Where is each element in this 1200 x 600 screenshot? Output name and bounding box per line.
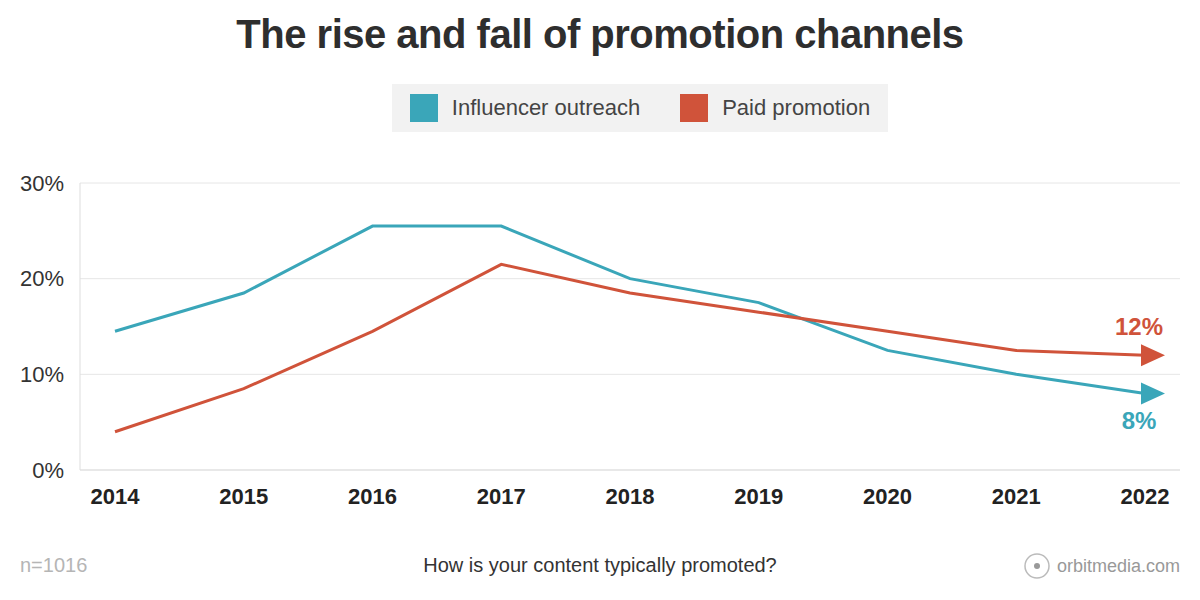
svg-text:2020: 2020 <box>863 484 912 509</box>
svg-text:2017: 2017 <box>477 484 526 509</box>
svg-text:10%: 10% <box>20 362 64 387</box>
svg-text:8%: 8% <box>1122 407 1157 434</box>
html-text:Influencer outreach: Influencer outreach <box>451 95 641 120</box>
svg-text:20%: 20% <box>20 266 64 291</box>
svg-text:2022: 2022 <box>1121 484 1170 509</box>
html-text:orbitmedia.com: orbitmedia.com <box>1057 555 1180 576</box>
html-text:The rise and fall of promotion: The rise and fall of promotion channels <box>236 12 964 56</box>
svg-text:2016: 2016 <box>348 484 397 509</box>
svg-text:30%: 30% <box>20 171 64 196</box>
svg-text:2014: 2014 <box>91 484 141 509</box>
html-text:How is your content typically: How is your content typically promoted? <box>423 554 777 576</box>
svg-text:2015: 2015 <box>219 484 268 509</box>
svg-text:2021: 2021 <box>992 484 1041 509</box>
html-text:n=1016: n=1016 <box>20 554 88 576</box>
svg-text:2018: 2018 <box>606 484 655 509</box>
html-text:Paid promotion: Paid promotion <box>722 95 871 120</box>
svg-text:0%: 0% <box>32 458 64 483</box>
svg-text:12%: 12% <box>1115 313 1163 340</box>
svg-text:2019: 2019 <box>734 484 783 509</box>
